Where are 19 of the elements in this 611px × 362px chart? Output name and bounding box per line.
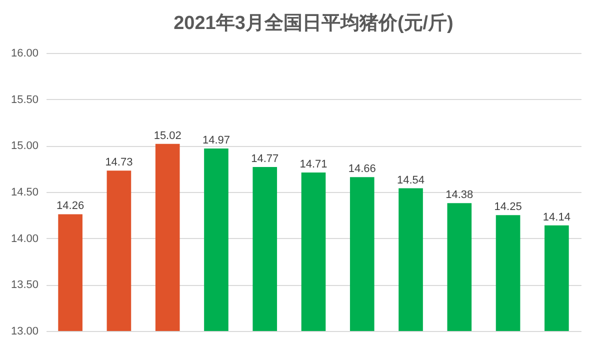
y-tick-label: 13.00 <box>10 326 38 338</box>
data-label: 14.66 <box>348 163 376 176</box>
y-tick-label: 15.00 <box>10 140 38 152</box>
data-label: 14.38 <box>446 189 474 202</box>
data-label: 15.02 <box>154 130 182 142</box>
data-label: 14.71 <box>300 158 328 171</box>
y-tick-label: 15.50 <box>10 94 38 106</box>
data-label: 14.26 <box>56 200 84 212</box>
data-label: 14.77 <box>251 152 279 165</box>
data-label: 14.14 <box>542 211 570 224</box>
chart-title: 2021年3月全国日平均猪价(元/斤) <box>174 12 454 34</box>
y-tick-label: 16.00 <box>10 48 38 60</box>
y-tick-label: 14.00 <box>10 232 38 245</box>
y-tick-label: 14.50 <box>10 186 38 198</box>
y-tick-label: 13.50 <box>10 279 38 292</box>
data-label: 14.97 <box>202 134 230 146</box>
data-label: 14.54 <box>397 174 425 186</box>
data-label: 14.25 <box>494 201 522 214</box>
data-label: 14.73 <box>105 156 133 169</box>
